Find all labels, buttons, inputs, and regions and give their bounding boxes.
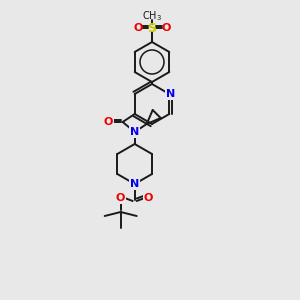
Text: O: O — [104, 117, 113, 127]
Text: O: O — [116, 193, 125, 203]
Text: O: O — [133, 23, 143, 33]
Text: O: O — [144, 193, 153, 203]
Text: N: N — [130, 127, 139, 137]
Text: O: O — [161, 23, 171, 33]
Text: N: N — [166, 89, 175, 99]
Text: CH$_3$: CH$_3$ — [142, 9, 162, 23]
Text: S: S — [148, 22, 157, 34]
Text: N: N — [130, 179, 139, 189]
